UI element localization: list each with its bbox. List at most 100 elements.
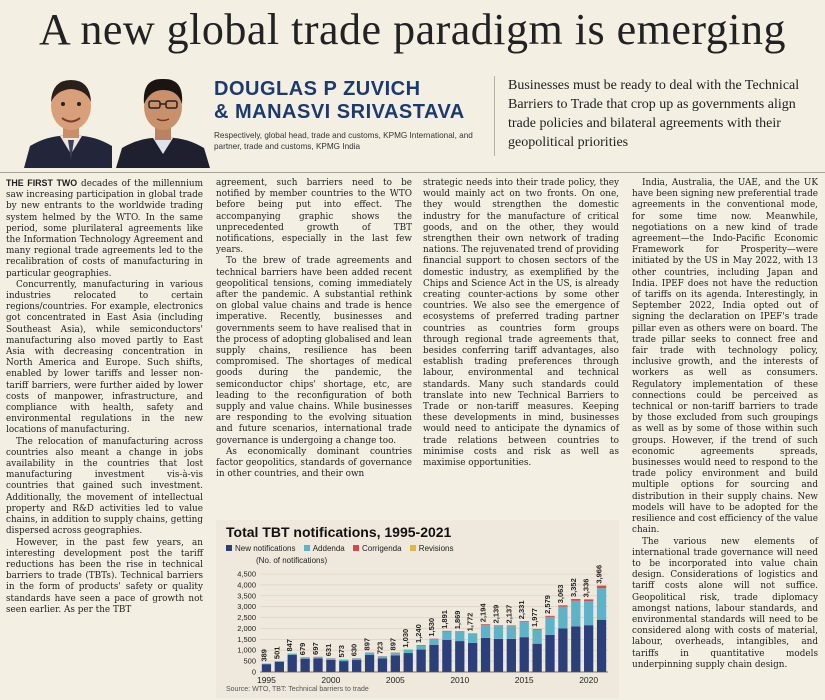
bar-segment [506, 638, 516, 672]
bar-segment [596, 585, 607, 589]
x-tick-label: 2010 [450, 675, 469, 685]
bar-segment [545, 616, 555, 635]
bar-segment [519, 637, 529, 672]
header-divider [494, 76, 495, 156]
data-label: 847 [285, 639, 294, 652]
x-tick-label: 2015 [515, 675, 534, 685]
data-label: 389 [259, 649, 268, 662]
data-label: 2,137 [504, 605, 513, 624]
bar-segment [416, 645, 426, 650]
data-label: 3,063 [556, 585, 565, 604]
bar-segment [403, 649, 413, 654]
y-tick-label: 500 [243, 657, 256, 666]
author-names: DOUGLAS P ZUVICH & MANASVI SRIVASTAVA [214, 78, 465, 124]
bar-segment [390, 652, 400, 656]
data-label: 897 [363, 638, 372, 651]
bar-segment [493, 638, 504, 672]
data-label: 3,966 [595, 565, 604, 584]
paragraph: The various new elements of internationa… [632, 536, 818, 670]
paragraph: strategic needs into their trade policy,… [423, 178, 620, 469]
bar-segment [287, 655, 297, 672]
bar-segment [558, 605, 568, 607]
article-column-1: THE FIRST TWO decades of the millennium … [6, 178, 203, 616]
bar-segment [480, 624, 491, 625]
legend-item-corrigenda: Corrigenda [352, 544, 402, 553]
y-tick-label: 3,000 [237, 602, 256, 611]
legend-item-revisions: Revisions [409, 544, 454, 553]
legend-label: Corrigenda [361, 544, 402, 553]
article-column-3: strategic needs into their trade policy,… [423, 178, 619, 469]
y-tick-label: 2,500 [237, 613, 256, 622]
bar-segment [506, 626, 516, 639]
bar-segment [571, 600, 581, 627]
bar-segment [300, 657, 310, 659]
article-column-2: agreement, such barriers need to be noti… [216, 178, 412, 480]
bar-segment [571, 599, 581, 601]
bar-segment [300, 658, 310, 672]
paragraph: However, in the past few years, an inter… [6, 537, 203, 615]
bar-segment [468, 642, 478, 672]
standfirst: Businesses must be ready to deal with th… [508, 78, 800, 150]
data-label: 631 [324, 644, 333, 657]
bar-segment [442, 631, 452, 640]
author-roles: Respectively, global head, trade and cus… [214, 131, 473, 151]
y-tick-label: 4,500 [237, 570, 256, 579]
article-column-4: India, Australia, the UAE, and the UK ha… [632, 178, 818, 671]
bar-segment [596, 619, 607, 672]
x-tick-label: 2020 [579, 675, 598, 685]
data-label: 3,352 [569, 578, 578, 597]
chart-unit-label: (No. of notifications) [256, 556, 328, 565]
bar-segment [480, 637, 491, 672]
legend-label: Revisions [418, 544, 454, 553]
paragraph-text: decades of the millennium saw increasing… [6, 179, 203, 279]
y-tick-label: 1,500 [237, 635, 256, 644]
bar-segment [493, 625, 504, 627]
bar-segment [532, 643, 542, 672]
bar-segment [261, 663, 272, 665]
bar-segment [532, 629, 542, 644]
chart-title: Total TBT notifications, 1995-2021 [226, 524, 452, 540]
x-tick-label: 2005 [386, 675, 405, 685]
legend-item-addenda: Addenda [303, 544, 345, 553]
bar-segment [429, 638, 439, 640]
bar-segment [455, 641, 465, 672]
paragraph: agreement, such barriers need to be noti… [216, 178, 412, 256]
chart-plot: 0 500 1,000 1,500 2,000 2,500 3,000 3,500 4,0004… [237, 565, 608, 685]
paragraph: Concurrently, manufacturing in various i… [6, 279, 203, 436]
bar-segment [339, 661, 349, 672]
bar-segment [584, 601, 594, 626]
bar-segment [558, 606, 568, 629]
paragraph: India, Australia, the UAE, and the UK ha… [632, 178, 818, 536]
bar-segment [416, 649, 426, 672]
data-label: 573 [337, 645, 346, 658]
paragraph: The relocation of manufacturing across c… [6, 436, 203, 537]
bar-segment [274, 661, 284, 662]
data-label: 2,194 [479, 603, 488, 623]
bar-segment [545, 634, 555, 672]
legend-label: New notifications [235, 544, 296, 553]
bar-segment [442, 639, 452, 672]
bar-segment [364, 652, 375, 656]
bar-segment [261, 664, 272, 672]
bar-segment [377, 656, 388, 659]
bar-segment [455, 631, 465, 632]
y-tick-label: 3,500 [237, 591, 256, 600]
bar-segment [596, 588, 607, 620]
bar-segment [455, 631, 465, 642]
bar-segment [558, 628, 568, 672]
paragraph: To the brew of trade agreements and tech… [216, 256, 412, 446]
tbt-chart: Total TBT notifications, 1995-2021 New n… [216, 520, 619, 698]
chart-source: Source: WTO, TBT: Technical barriers to … [226, 686, 369, 693]
data-label: 1,891 [440, 610, 449, 629]
data-label: 3,336 [582, 579, 591, 598]
legend-item-new: New notifications [226, 544, 295, 553]
header-rule [0, 172, 825, 173]
author-line-1: DOUGLAS P ZUVICH [214, 78, 421, 100]
legend-swatch [303, 545, 310, 551]
bar-segment [390, 655, 400, 672]
bar-segment [493, 626, 504, 639]
data-label: 1,530 [427, 618, 436, 637]
data-label: 2,139 [491, 605, 500, 624]
data-label: 2,331 [517, 600, 526, 619]
bar-segment [274, 661, 284, 672]
